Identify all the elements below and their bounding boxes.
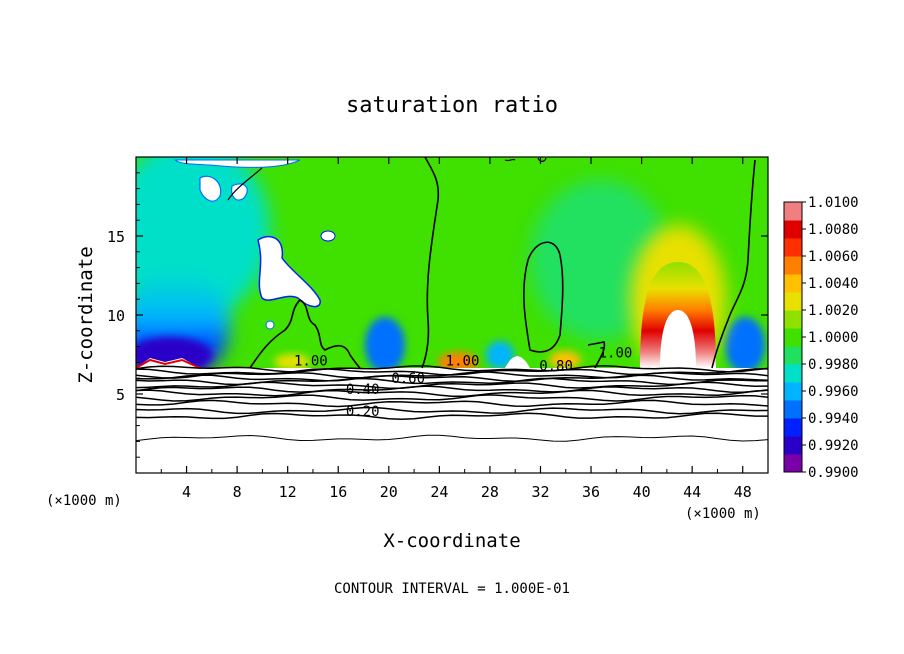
contour-line-lower	[136, 394, 768, 402]
colorbar-swatch	[784, 436, 802, 455]
colorbar-swatch	[784, 256, 802, 275]
contour-line-lower	[136, 365, 768, 373]
x-tick-label: 20	[380, 483, 398, 501]
field-surface-edge	[136, 358, 201, 369]
colorbar-label: 1.0000	[808, 330, 859, 346]
contour-line	[227, 167, 263, 201]
colorbar-label: 1.0040	[808, 276, 859, 292]
contour-line-lower	[136, 389, 768, 397]
contour-line-lower	[136, 412, 768, 421]
field-warm-blob	[438, 352, 478, 372]
contour-label: 0.20	[346, 404, 380, 420]
x-tick-label: 12	[279, 483, 297, 501]
x-tick-label: 32	[531, 483, 549, 501]
contour-line-lower	[136, 381, 768, 390]
x-unit-label-right: (×1000 m)	[685, 506, 761, 522]
x-tick-label: 48	[734, 483, 752, 501]
contour-line-lower	[136, 385, 768, 394]
field-blue-patch	[365, 317, 405, 373]
contour-line	[421, 157, 440, 369]
contour-line-lower	[136, 399, 768, 408]
x-axis: 4 8 12 16 20 24 28 32 36 40 44 48	[160, 157, 752, 501]
field-warm-blob	[549, 351, 581, 369]
colorbar-swatch	[784, 400, 802, 419]
x-tick-label: 44	[683, 483, 701, 501]
colorbar-swatch	[784, 328, 802, 347]
field-white-patch	[265, 320, 275, 330]
contour-line	[504, 158, 516, 162]
contour-label: 1.00	[446, 354, 480, 370]
contour-line-lower	[136, 434, 768, 442]
contour-line-lower	[136, 406, 768, 415]
x-tick-label: 24	[430, 483, 448, 501]
field-white-patch	[199, 175, 222, 202]
contour-line-lower	[136, 371, 768, 379]
field-blue-patch-mid	[486, 341, 514, 369]
colorbar-swatch	[784, 418, 802, 437]
y-axis: 5 10 15	[107, 172, 768, 458]
x-axis-label: X-coordinate	[383, 530, 520, 552]
contour-label: 1.00	[599, 346, 633, 362]
contour-label: 0.40	[346, 382, 380, 398]
contour-line	[711, 159, 756, 369]
chart-title: saturation ratio	[346, 93, 558, 118]
contour-line-lower	[136, 374, 768, 383]
lower-contours	[136, 365, 768, 442]
colorbar: 1.0100 1.0080 1.0060 1.0040 1.0020 1.0000 0.99…	[783, 195, 859, 481]
contour-interval-note: CONTOUR INTERVAL = 1.000E-01	[334, 581, 570, 597]
colorbar-swatch	[784, 310, 802, 329]
contour-line	[523, 241, 564, 353]
contour-line	[587, 341, 606, 369]
y-axis-label: Z-coordinate	[75, 246, 97, 383]
contour-label: 1.00	[294, 354, 328, 370]
field-white-patch	[320, 230, 336, 242]
colorbar-swatch	[784, 454, 802, 473]
x-tick-label: 28	[481, 483, 499, 501]
colorbar-label: 1.0080	[808, 222, 859, 238]
colorbar-label: 0.9940	[808, 411, 859, 427]
contour-line	[537, 157, 547, 162]
colorbar-swatch	[784, 292, 802, 311]
colorbar-swatch	[784, 274, 802, 293]
y-tick-label: 15	[107, 228, 125, 246]
y-tick-label: 10	[107, 307, 125, 325]
field-white-mid	[505, 356, 530, 368]
x-unit-label-left: (×1000 m)	[46, 493, 122, 509]
contour-label: 0.60	[391, 371, 425, 387]
contour-label: 0.80	[539, 358, 573, 374]
colorbar-label: 1.0060	[808, 249, 859, 265]
heatmap-field	[136, 157, 768, 473]
field-blue-patch-right	[725, 317, 765, 373]
field-plume-core	[660, 310, 696, 368]
field-warm-blob	[274, 354, 310, 370]
colorbar-swatch	[784, 382, 802, 401]
x-tick-label: 36	[582, 483, 600, 501]
field-white-patch	[257, 235, 321, 308]
colorbar-label: 0.9920	[808, 438, 859, 454]
x-tick-label: 8	[233, 483, 242, 501]
colorbar-label: 1.0020	[808, 303, 859, 319]
contour-line	[249, 299, 361, 369]
colorbar-swatch	[784, 202, 802, 221]
colorbar-swatch	[784, 364, 802, 383]
y-tick-label: 5	[116, 386, 125, 404]
colorbar-swatch	[784, 220, 802, 239]
colorbar-swatch	[784, 238, 802, 257]
colorbar-label: 1.0100	[808, 195, 859, 211]
colorbar-label: 0.9960	[808, 384, 859, 400]
x-tick-label: 16	[329, 483, 347, 501]
x-tick-label: 40	[633, 483, 651, 501]
x-tick-label: 4	[182, 483, 191, 501]
contour-labels: 1.00 0.60 0.40 0.20 1.00 0.80 1.00	[294, 346, 633, 420]
colorbar-label: 0.9980	[808, 357, 859, 373]
colorbar-swatch	[784, 346, 802, 365]
colorbar-label: 0.9900	[808, 465, 859, 481]
